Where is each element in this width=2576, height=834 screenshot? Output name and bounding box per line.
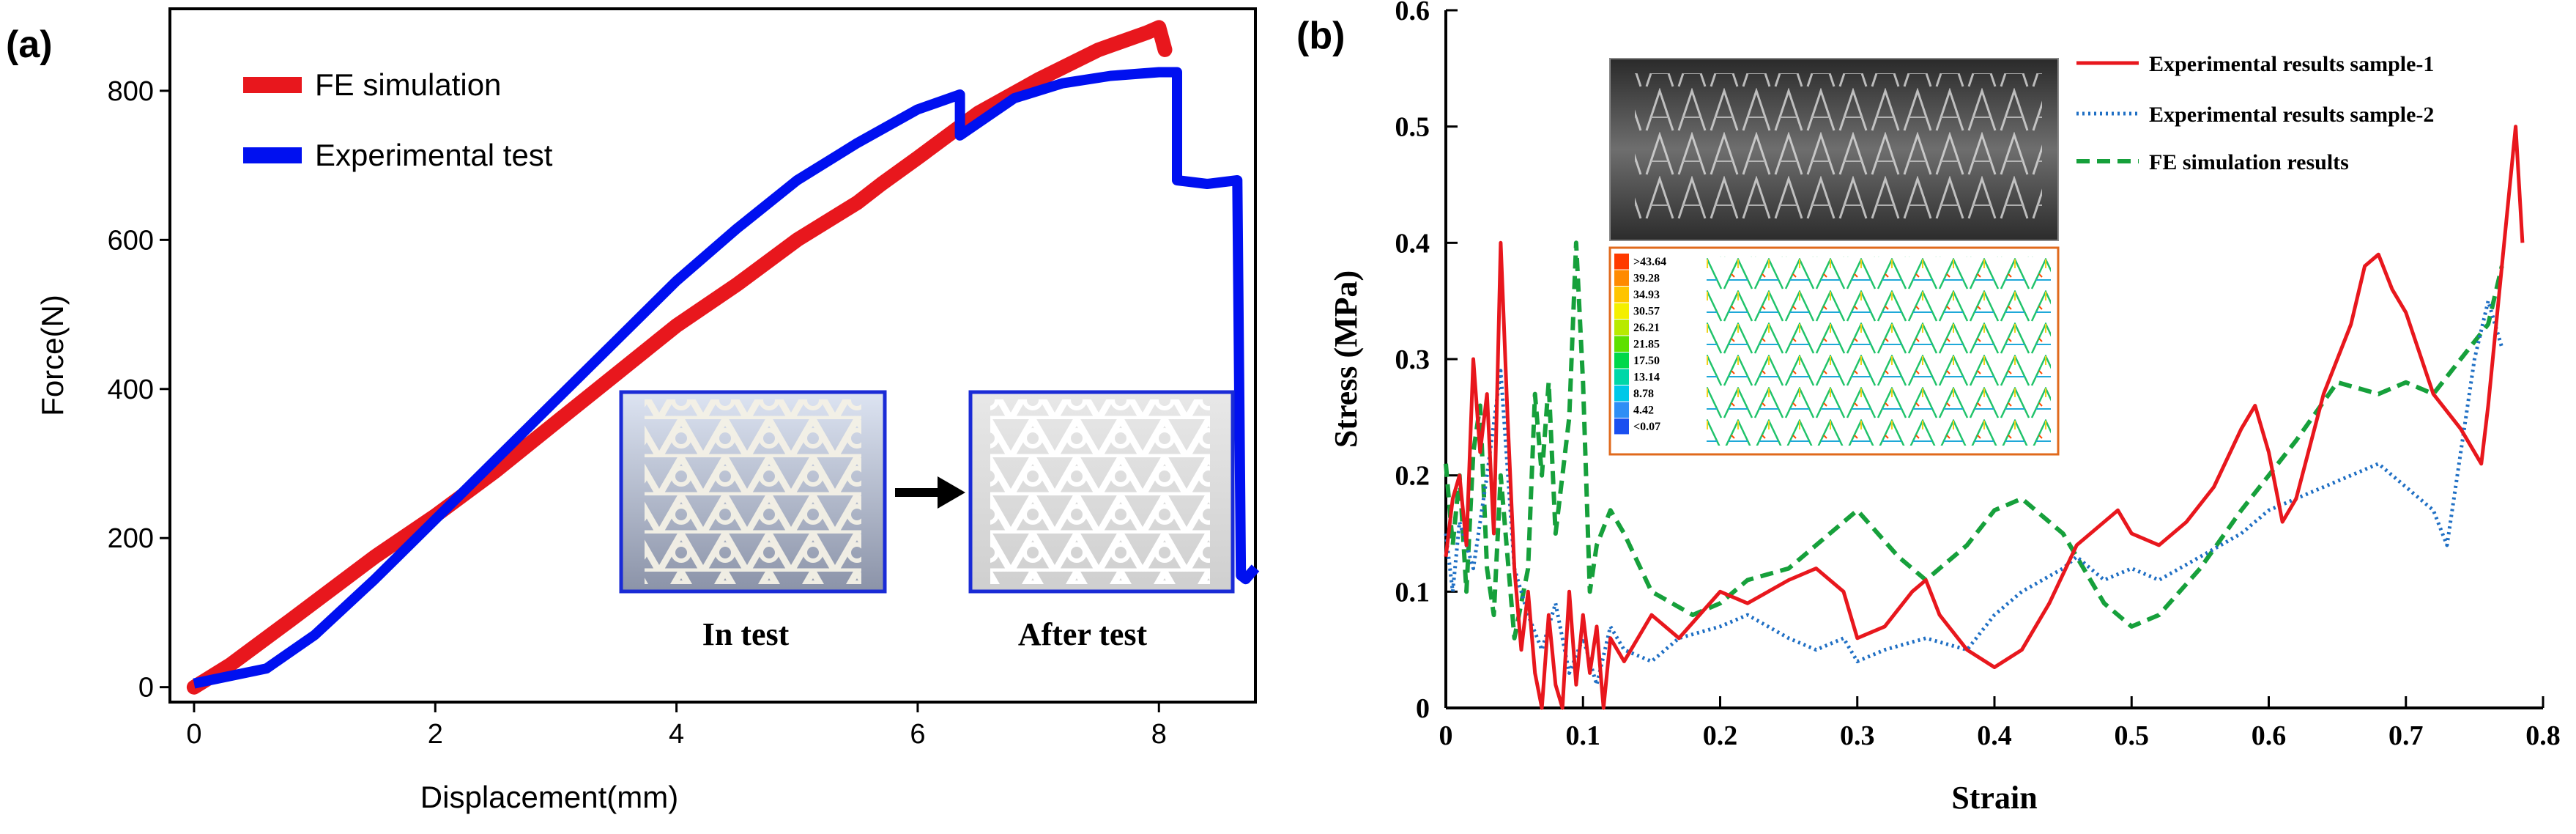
y-tick-label-200: 200	[108, 523, 154, 554]
contour-swatch-7	[1614, 369, 1629, 385]
contour-label-10: <0.07	[1633, 421, 1660, 433]
y-tick-label-0.3: 0.3	[1395, 344, 1430, 375]
y-tick-label-0.6: 0.6	[1395, 0, 1430, 26]
x-tick-label-0: 0	[1439, 720, 1453, 751]
x-tick-label-0.7: 0.7	[2388, 720, 2424, 751]
y-tick-label-0: 0	[138, 673, 154, 704]
x-tick-label-0.4: 0.4	[1977, 720, 2012, 751]
x-tick-label-0.8: 0.8	[2525, 720, 2561, 751]
legend-label-fe-simulation: FE simulation	[315, 67, 501, 102]
panel-b-y-axis-label: Stress (MPa)	[1328, 270, 1364, 448]
contour-swatch-2	[1614, 287, 1629, 303]
panel-b-x-axis-label: Strain	[1951, 780, 2037, 816]
x-tick-label-4: 4	[669, 719, 684, 750]
contour-swatch-5	[1614, 336, 1629, 352]
after-test-caption: After test	[1018, 616, 1148, 652]
panel-a-y-axis-label: Force(N)	[35, 295, 70, 416]
arrow-right-icon	[938, 476, 965, 509]
panel-b-label: (b)	[1296, 15, 1345, 57]
in-test-caption: In test	[702, 616, 790, 652]
experimental-sample-1-line	[1444, 125, 2525, 710]
fe-simulation-results-line	[1444, 240, 2504, 641]
contour-label-1: 39.28	[1633, 273, 1660, 285]
y-tick-label-0.2: 0.2	[1395, 461, 1430, 492]
x-tick-label-0.2: 0.2	[1703, 720, 1738, 751]
x-tick-label-0: 0	[186, 719, 201, 750]
x-tick-label-0.1: 0.1	[1566, 720, 1601, 751]
y-tick-label-400: 400	[108, 374, 154, 405]
legend-label-sample-1: Experimental results sample-1	[2149, 52, 2434, 76]
panel-b-inset: >43.64 39.28 34.93 30.57 26.21 21.85 17.50 13.1…	[1608, 58, 2060, 456]
panel-a: (a) 0 2 4 6 8 0 200 400 600 800 FE simulation Exp…	[6, 7, 1260, 814]
panel-a-x-axis-label: Displacement(mm)	[420, 780, 678, 814]
contour-label-5: 21.85	[1633, 339, 1660, 351]
contour-swatch-0	[1614, 254, 1629, 270]
legend-label-fe-results: FE simulation results	[2149, 150, 2349, 174]
x-tick-label-0.6: 0.6	[2252, 720, 2287, 751]
contour-label-8: 8.78	[1633, 388, 1654, 400]
contour-swatch-3	[1614, 303, 1629, 319]
panel-b: (b) 0 0.1 0.2 0.3 0.4 0.5 0.6 0.7 0.800.10.20.30…	[1296, 0, 2561, 816]
experimental-test-line	[193, 67, 1260, 689]
panel-b-series	[1444, 125, 2525, 710]
y-tick-label-0.5: 0.5	[1395, 112, 1430, 143]
contour-swatch-4	[1614, 320, 1629, 336]
x-tick-label-2: 2	[428, 719, 443, 750]
y-tick-label-0.4: 0.4	[1395, 228, 1430, 259]
after-test-specimen	[990, 399, 1210, 584]
fe-simulation-line	[186, 20, 1173, 695]
x-tick-label-0.3: 0.3	[1840, 720, 1875, 751]
fea-contour-mesh	[1707, 257, 2051, 446]
panel-a-inset: In test After test	[619, 390, 1235, 652]
xray-specimen	[1635, 73, 2042, 220]
contour-label-6: 17.50	[1633, 355, 1660, 367]
contour-label-4: 26.21	[1633, 322, 1660, 334]
panel-b-ticks: 0 0.1 0.2 0.3 0.4 0.5 0.6 0.7 0.8 0 0.1 0.2 0.3 0.4 0.…	[1395, 0, 2561, 751]
contour-label-3: 30.57	[1633, 306, 1660, 318]
contour-swatch-6	[1614, 353, 1629, 369]
contour-swatch-8	[1614, 385, 1629, 402]
contour-label-7: 13.14	[1633, 372, 1660, 384]
panel-a-series	[186, 20, 1260, 695]
panel-b-legend: Experimental results sample-1 Experiment…	[2076, 52, 2434, 174]
in-test-specimen	[645, 399, 861, 584]
contour-label-0: >43.64	[1633, 256, 1666, 268]
x-tick-label-0.5: 0.5	[2115, 720, 2150, 751]
contour-swatch-1	[1614, 270, 1629, 286]
panel-a-label: (a)	[6, 23, 53, 66]
x-tick-label-8: 8	[1151, 719, 1167, 750]
y-tick-label-600: 600	[108, 225, 154, 256]
contour-swatch-10	[1614, 418, 1629, 435]
legend-label-sample-2: Experimental results sample-2	[2149, 103, 2434, 127]
panel-a-ticks: 0 2 4 6 8 0 200 400 600 800	[108, 76, 1167, 750]
panel-a-plot-frame	[168, 7, 1257, 704]
y-tick-label-800: 800	[108, 76, 154, 107]
contour-swatch-9	[1614, 402, 1629, 418]
contour-label-2: 34.93	[1633, 289, 1660, 301]
contour-color-legend: >43.64 39.28 34.93 30.57 26.21 21.85 17.50 13.1…	[1614, 254, 1666, 435]
y-tick-label-0: 0	[1416, 693, 1430, 724]
legend-label-experimental-test: Experimental test	[315, 138, 553, 172]
x-tick-label-6: 6	[910, 719, 925, 750]
panel-a-legend: FE simulation Experimental test	[243, 67, 553, 172]
contour-label-9: 4.42	[1633, 405, 1654, 417]
y-tick-label-0.1: 0.1	[1395, 577, 1430, 608]
